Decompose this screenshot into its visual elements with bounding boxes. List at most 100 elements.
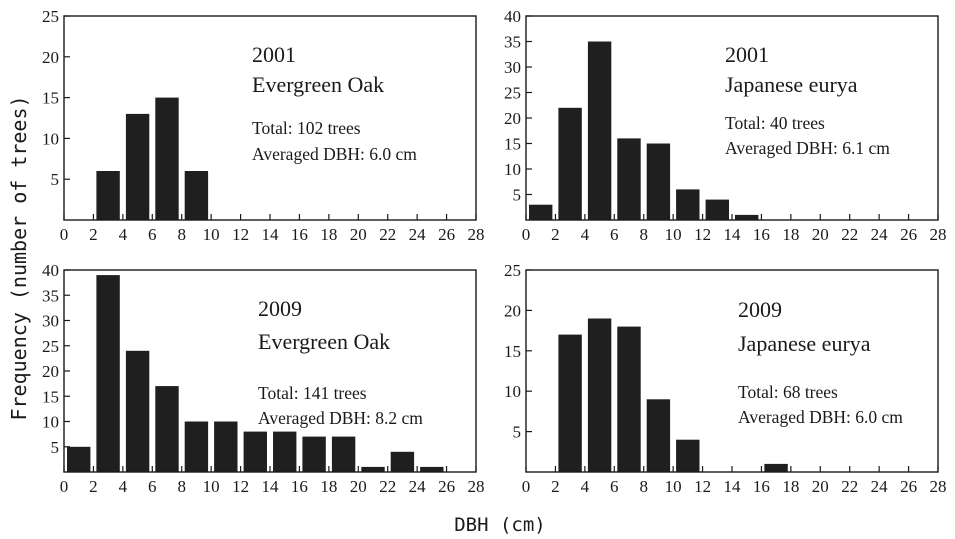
x-tick-label: 8 xyxy=(177,477,186,496)
x-tick-label: 24 xyxy=(409,477,427,496)
x-tick-label: 0 xyxy=(522,477,531,496)
x-tick-label: 10 xyxy=(203,225,220,244)
x-tick-label: 16 xyxy=(291,477,308,496)
x-tick-label: 2 xyxy=(89,225,98,244)
species-label: Evergreen Oak xyxy=(252,72,384,97)
bar xyxy=(587,318,612,472)
total-label: Total: 141 trees xyxy=(258,383,367,403)
y-tick-label: 25 xyxy=(42,7,59,26)
mean-dbh-label: Averaged DBH: 6.0 cm xyxy=(738,407,903,427)
bar xyxy=(735,214,759,220)
bar xyxy=(558,107,582,220)
y-tick-label: 5 xyxy=(51,438,60,457)
x-tick-label: 6 xyxy=(610,477,619,496)
year-label: 2009 xyxy=(258,296,302,321)
x-tick-label: 2 xyxy=(551,225,560,244)
x-tick-label: 20 xyxy=(350,225,367,244)
x-tick-label: 24 xyxy=(409,225,427,244)
x-tick-label: 4 xyxy=(581,225,590,244)
year-label: 2009 xyxy=(738,297,782,322)
y-tick-label: 15 xyxy=(504,342,521,361)
x-tick-label: 16 xyxy=(753,225,770,244)
total-label: Total: 102 trees xyxy=(252,118,361,138)
x-tick-label: 26 xyxy=(900,477,917,496)
bar xyxy=(617,326,641,472)
x-tick-label: 14 xyxy=(262,477,280,496)
y-tick-label: 30 xyxy=(504,58,521,77)
year-label: 2001 xyxy=(252,42,296,67)
x-tick-label: 24 xyxy=(871,225,889,244)
y-tick-label: 15 xyxy=(42,89,59,108)
x-tick-label: 4 xyxy=(581,477,590,496)
y-tick-label: 40 xyxy=(42,261,59,280)
bar xyxy=(558,334,582,472)
x-tick-label: 22 xyxy=(841,225,858,244)
year-label: 2001 xyxy=(725,42,769,67)
x-tick-label: 18 xyxy=(782,477,799,496)
y-tick-label: 10 xyxy=(504,160,521,179)
y-axis-label: Frequency (number of trees) xyxy=(7,95,31,420)
bar xyxy=(529,204,553,220)
bar xyxy=(67,446,91,473)
mean-dbh-label: Averaged DBH: 8.2 cm xyxy=(258,408,423,428)
x-tick-label: 6 xyxy=(148,477,157,496)
y-tick-label: 20 xyxy=(42,48,59,67)
x-tick-label: 14 xyxy=(724,477,742,496)
x-tick-label: 4 xyxy=(119,225,128,244)
x-tick-label: 10 xyxy=(665,477,682,496)
bar xyxy=(331,436,356,472)
bar xyxy=(273,431,297,472)
y-tick-label: 40 xyxy=(504,7,521,26)
x-tick-label: 18 xyxy=(320,477,337,496)
x-tick-label: 22 xyxy=(379,225,396,244)
bar xyxy=(214,421,238,472)
panel-oak-2001: 0 2 4 6 8 10 12 14 16 18 20 22 24 26 285101520252001Ev… xyxy=(42,7,485,244)
bar xyxy=(617,138,641,220)
x-tick-label: 26 xyxy=(438,477,455,496)
bar xyxy=(302,436,326,472)
bar xyxy=(676,189,700,220)
x-tick-label: 20 xyxy=(350,477,367,496)
x-tick-label: 8 xyxy=(639,225,648,244)
bar xyxy=(243,431,267,472)
x-tick-label: 0 xyxy=(522,225,531,244)
x-tick-label: 18 xyxy=(782,225,799,244)
x-tick-label: 12 xyxy=(232,225,249,244)
y-tick-label: 25 xyxy=(42,337,59,356)
x-tick-label: 12 xyxy=(694,225,711,244)
y-tick-label: 25 xyxy=(504,84,521,103)
x-tick-label: 14 xyxy=(724,225,742,244)
bar xyxy=(361,466,385,472)
bar xyxy=(155,386,179,472)
y-tick-label: 10 xyxy=(42,413,59,432)
bar xyxy=(764,463,788,472)
x-tick-label: 28 xyxy=(930,477,947,496)
bar xyxy=(96,275,120,472)
x-tick-label: 12 xyxy=(232,477,249,496)
x-tick-label: 2 xyxy=(89,477,98,496)
x-tick-label: 2 xyxy=(551,477,560,496)
x-tick-label: 28 xyxy=(930,225,947,244)
bar xyxy=(96,171,120,220)
bar xyxy=(420,466,444,472)
mean-dbh-label: Averaged DBH: 6.0 cm xyxy=(252,144,417,164)
x-tick-label: 22 xyxy=(841,477,858,496)
x-tick-label: 16 xyxy=(291,225,308,244)
panel-eurya-2001: 0 2 4 6 8 10 12 14 16 18 20 22 24 26 28510152025303540… xyxy=(504,7,947,244)
x-tick-label: 22 xyxy=(379,477,396,496)
x-tick-label: 4 xyxy=(119,477,128,496)
panel-oak-2009: 0 2 4 6 8 10 12 14 16 18 20 22 24 26 28510152025303540… xyxy=(42,261,485,496)
species-label: Japanese eurya xyxy=(725,72,858,97)
bar xyxy=(390,451,415,472)
y-tick-label: 5 xyxy=(51,170,60,189)
bar xyxy=(705,199,729,220)
x-tick-label: 16 xyxy=(753,477,770,496)
x-axis-label: DBH (cm) xyxy=(454,514,546,536)
y-tick-label: 20 xyxy=(504,301,521,320)
x-tick-label: 28 xyxy=(468,477,485,496)
x-tick-label: 10 xyxy=(203,477,220,496)
x-tick-label: 0 xyxy=(60,477,69,496)
x-tick-label: 26 xyxy=(438,225,455,244)
x-tick-label: 20 xyxy=(812,225,829,244)
mean-dbh-label: Averaged DBH: 6.1 cm xyxy=(725,138,890,158)
